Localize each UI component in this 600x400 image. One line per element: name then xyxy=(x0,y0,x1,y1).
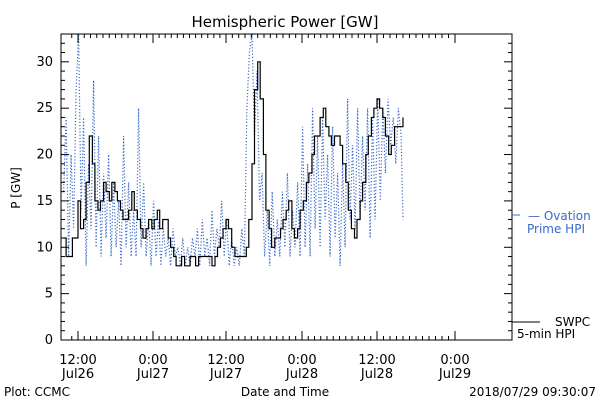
y-axis: 0 5 10 15 20 25 30 xyxy=(36,42,512,348)
legend-ovation-line2: Prime HPI xyxy=(527,222,585,236)
ovation-series xyxy=(63,33,404,266)
y-tick-label: 10 xyxy=(36,240,53,255)
x-tick-date-label: Jul27 xyxy=(136,367,169,382)
x-tick-time-label: 0:00 xyxy=(440,353,469,368)
legend-swpc-line1: SWPC xyxy=(555,315,590,329)
y-tick-label: 20 xyxy=(36,148,53,163)
x-tick-date-label: Jul28 xyxy=(360,367,393,382)
x-tick-date-label: Jul26 xyxy=(61,367,94,382)
chart-title: Hemispheric Power [GW] xyxy=(192,13,379,31)
x-tick-date-label: Jul27 xyxy=(209,367,242,382)
x-axis: 12:00Jul260:00Jul2712:00Jul270:00Jul2812… xyxy=(59,34,471,382)
x-tick-time-label: 12:00 xyxy=(358,353,395,368)
y-tick-label: 0 xyxy=(45,333,53,348)
y-tick-label: 5 xyxy=(45,287,53,302)
x-tick-date-label: Jul29 xyxy=(438,367,471,382)
footer-right: 2018/07/29 09:30:07 xyxy=(469,385,596,399)
legend-swpc-line2: 5-min HPI xyxy=(517,327,575,341)
x-tick-time-label: 0:00 xyxy=(138,353,167,368)
x-tick-time-label: 0:00 xyxy=(287,353,316,368)
swpc-series xyxy=(63,61,404,267)
legend: — Ovation Prime HPI SWPC 5-min HPI xyxy=(517,209,591,341)
y-tick-label: 30 xyxy=(36,55,53,70)
x-tick-time-label: 12:00 xyxy=(59,353,96,368)
x-tick-date-label: Jul28 xyxy=(285,367,318,382)
x-axis-label: Date and Time xyxy=(241,385,329,399)
x-tick-time-label: 12:00 xyxy=(207,353,244,368)
y-tick-label: 15 xyxy=(36,194,53,209)
legend-ovation-line1: — Ovation xyxy=(528,209,591,223)
y-tick-label: 25 xyxy=(36,101,53,116)
footer-left: Plot: CCMC xyxy=(4,385,70,399)
ovation-line xyxy=(63,33,404,266)
plot-area xyxy=(60,33,540,341)
y-axis-label: P [GW] xyxy=(9,167,23,209)
plot-frame xyxy=(60,33,513,341)
swpc-line xyxy=(63,61,404,267)
